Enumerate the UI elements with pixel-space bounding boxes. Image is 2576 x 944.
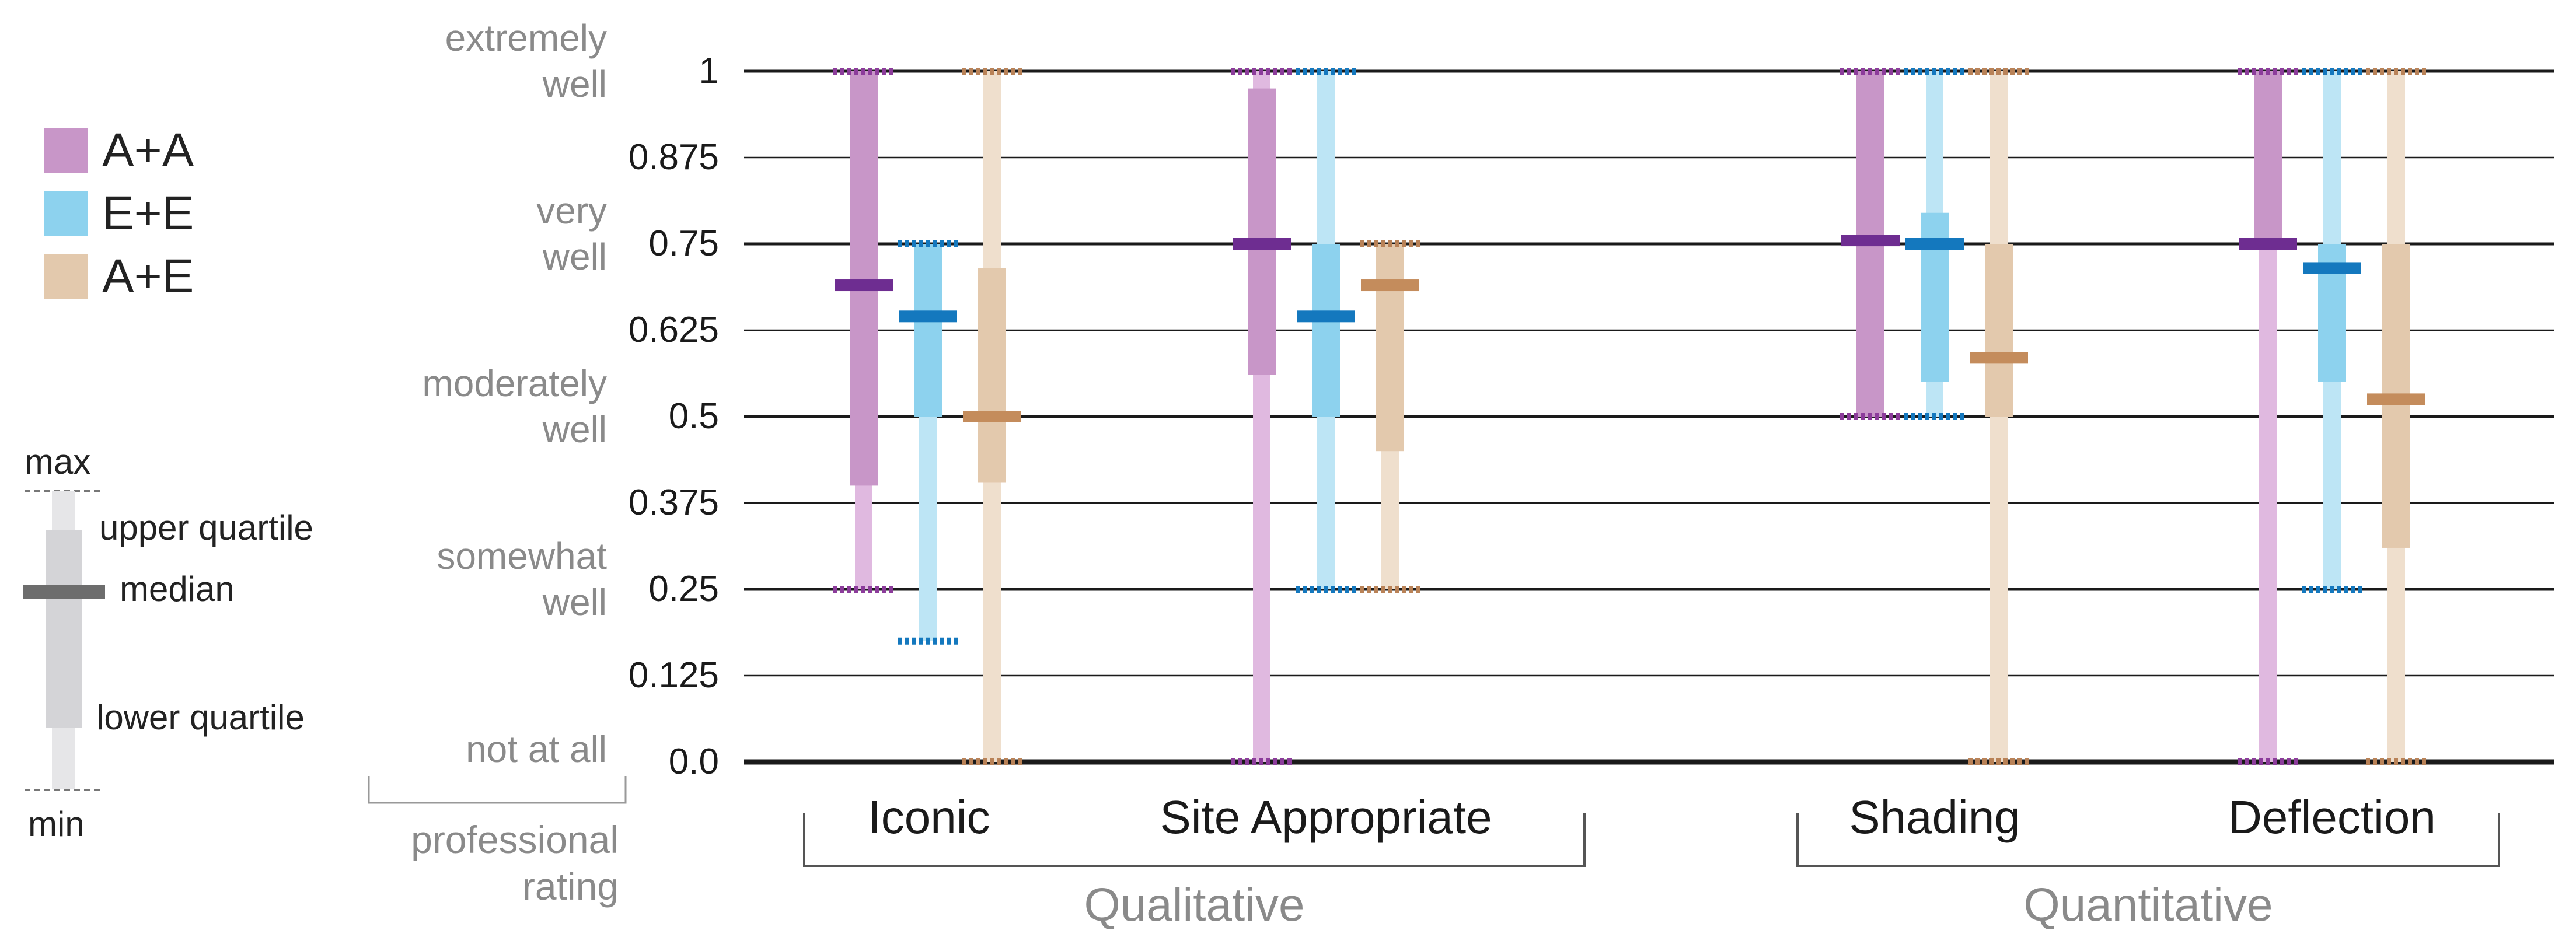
rating-bracket [368,776,627,804]
key-upper-quartile-label: upper quartile [99,508,313,547]
y-tick-label: 0.625 [629,310,719,350]
y-tick-label: 0.875 [629,137,719,177]
box-A-A-site-appropriate [1231,68,1292,765]
y-tick-label: 0.75 [648,223,719,264]
legend-swatch-e-e [44,191,88,236]
median-bar [2367,393,2425,405]
box-plot-key: max upper quartile median lower quartile… [23,442,313,844]
box-A-E-deflection [2366,68,2427,765]
legend-swatch-a-e [44,254,88,299]
median-bar [2303,262,2361,274]
box-A-A-deflection [2238,68,2298,765]
quartile-box [1376,244,1404,452]
legend-label-a-e: A+E [102,250,194,303]
median-bar [1970,352,2028,364]
rating-label: somewhat [437,535,607,577]
legend-label-e-e: E+E [102,187,194,240]
median-bar [1905,238,1964,250]
box-plots [833,68,2427,765]
median-bar [963,411,1021,422]
box-A-A-shading [1840,68,1901,420]
median-bar [835,279,893,292]
rating-caption: professional rating [368,776,627,908]
quartile-box [1312,244,1340,417]
legend-swatch-a-a [44,128,88,173]
group-label: Qualitative [1084,879,1305,931]
box-A-E-site-appropriate [1360,240,1420,593]
rating-label: not at all [466,728,607,770]
y-tick-label: 0.5 [669,396,719,436]
box-E-E-iconic [898,240,958,645]
quartile-box [978,268,1006,483]
legend: A+A E+E A+E [44,124,194,303]
quartile-box [914,244,942,417]
rating-label: moderately [422,362,607,404]
rating-label: well [542,408,607,450]
key-median-label: median [120,569,235,609]
key-median-bar [23,585,105,599]
y-tick-label: 0.125 [629,655,719,695]
legend-label-a-a: A+A [102,124,194,177]
rating-caption-line1: professional [411,818,619,861]
rating-label: well [542,63,607,105]
y-tick-label: 0.375 [629,483,719,523]
rating-label: extremely [445,17,607,59]
y-tick-label: 0.0 [669,742,719,782]
median-bar [1233,238,1291,250]
quartile-box [2254,71,2282,244]
x-axis: Iconic Site Appropriate Shading Deflection Q… [803,791,2500,931]
key-quartile-box [46,530,82,728]
x-category-label: Site Appropriate [1160,791,1492,843]
rating-label: well [542,236,607,278]
quartile-box [1985,244,2013,417]
y-tick-label: 1 [699,51,719,91]
key-lower-quartile-label: lower quartile [96,698,305,737]
rating-label: well [542,581,607,623]
median-bar [2239,238,2297,250]
median-bar [899,310,957,323]
y-tick-label: 0.25 [648,569,719,609]
box-E-E-shading [1904,68,1965,420]
key-max-label: max [25,442,90,481]
group-bracket [803,813,1586,867]
median-bar [1361,279,1419,292]
box-A-A-iconic [833,68,894,593]
box-E-E-site-appropriate [1296,68,1356,593]
x-category-label: Iconic [868,791,990,843]
quartile-box [1248,88,1276,375]
median-bar [1841,235,1900,247]
y-axis: 1 0.875 0.75 0.625 0.5 0.375 0.25 0.125 0.0 extre… [422,17,719,782]
x-category-label: Shading [1849,791,2020,843]
x-category-label: Deflection [2228,791,2436,843]
group-bracket [1796,813,2500,867]
box-A-E-shading [1968,68,2029,765]
median-bar [1297,310,1355,323]
key-min-label: min [28,805,85,844]
rating-caption-line2: rating [522,865,619,908]
box-A-E-iconic [962,68,1022,765]
group-label: Quantitative [2024,879,2273,931]
rating-label: very [536,190,607,232]
box-E-E-deflection [2302,68,2362,593]
quartile-box [850,71,878,486]
